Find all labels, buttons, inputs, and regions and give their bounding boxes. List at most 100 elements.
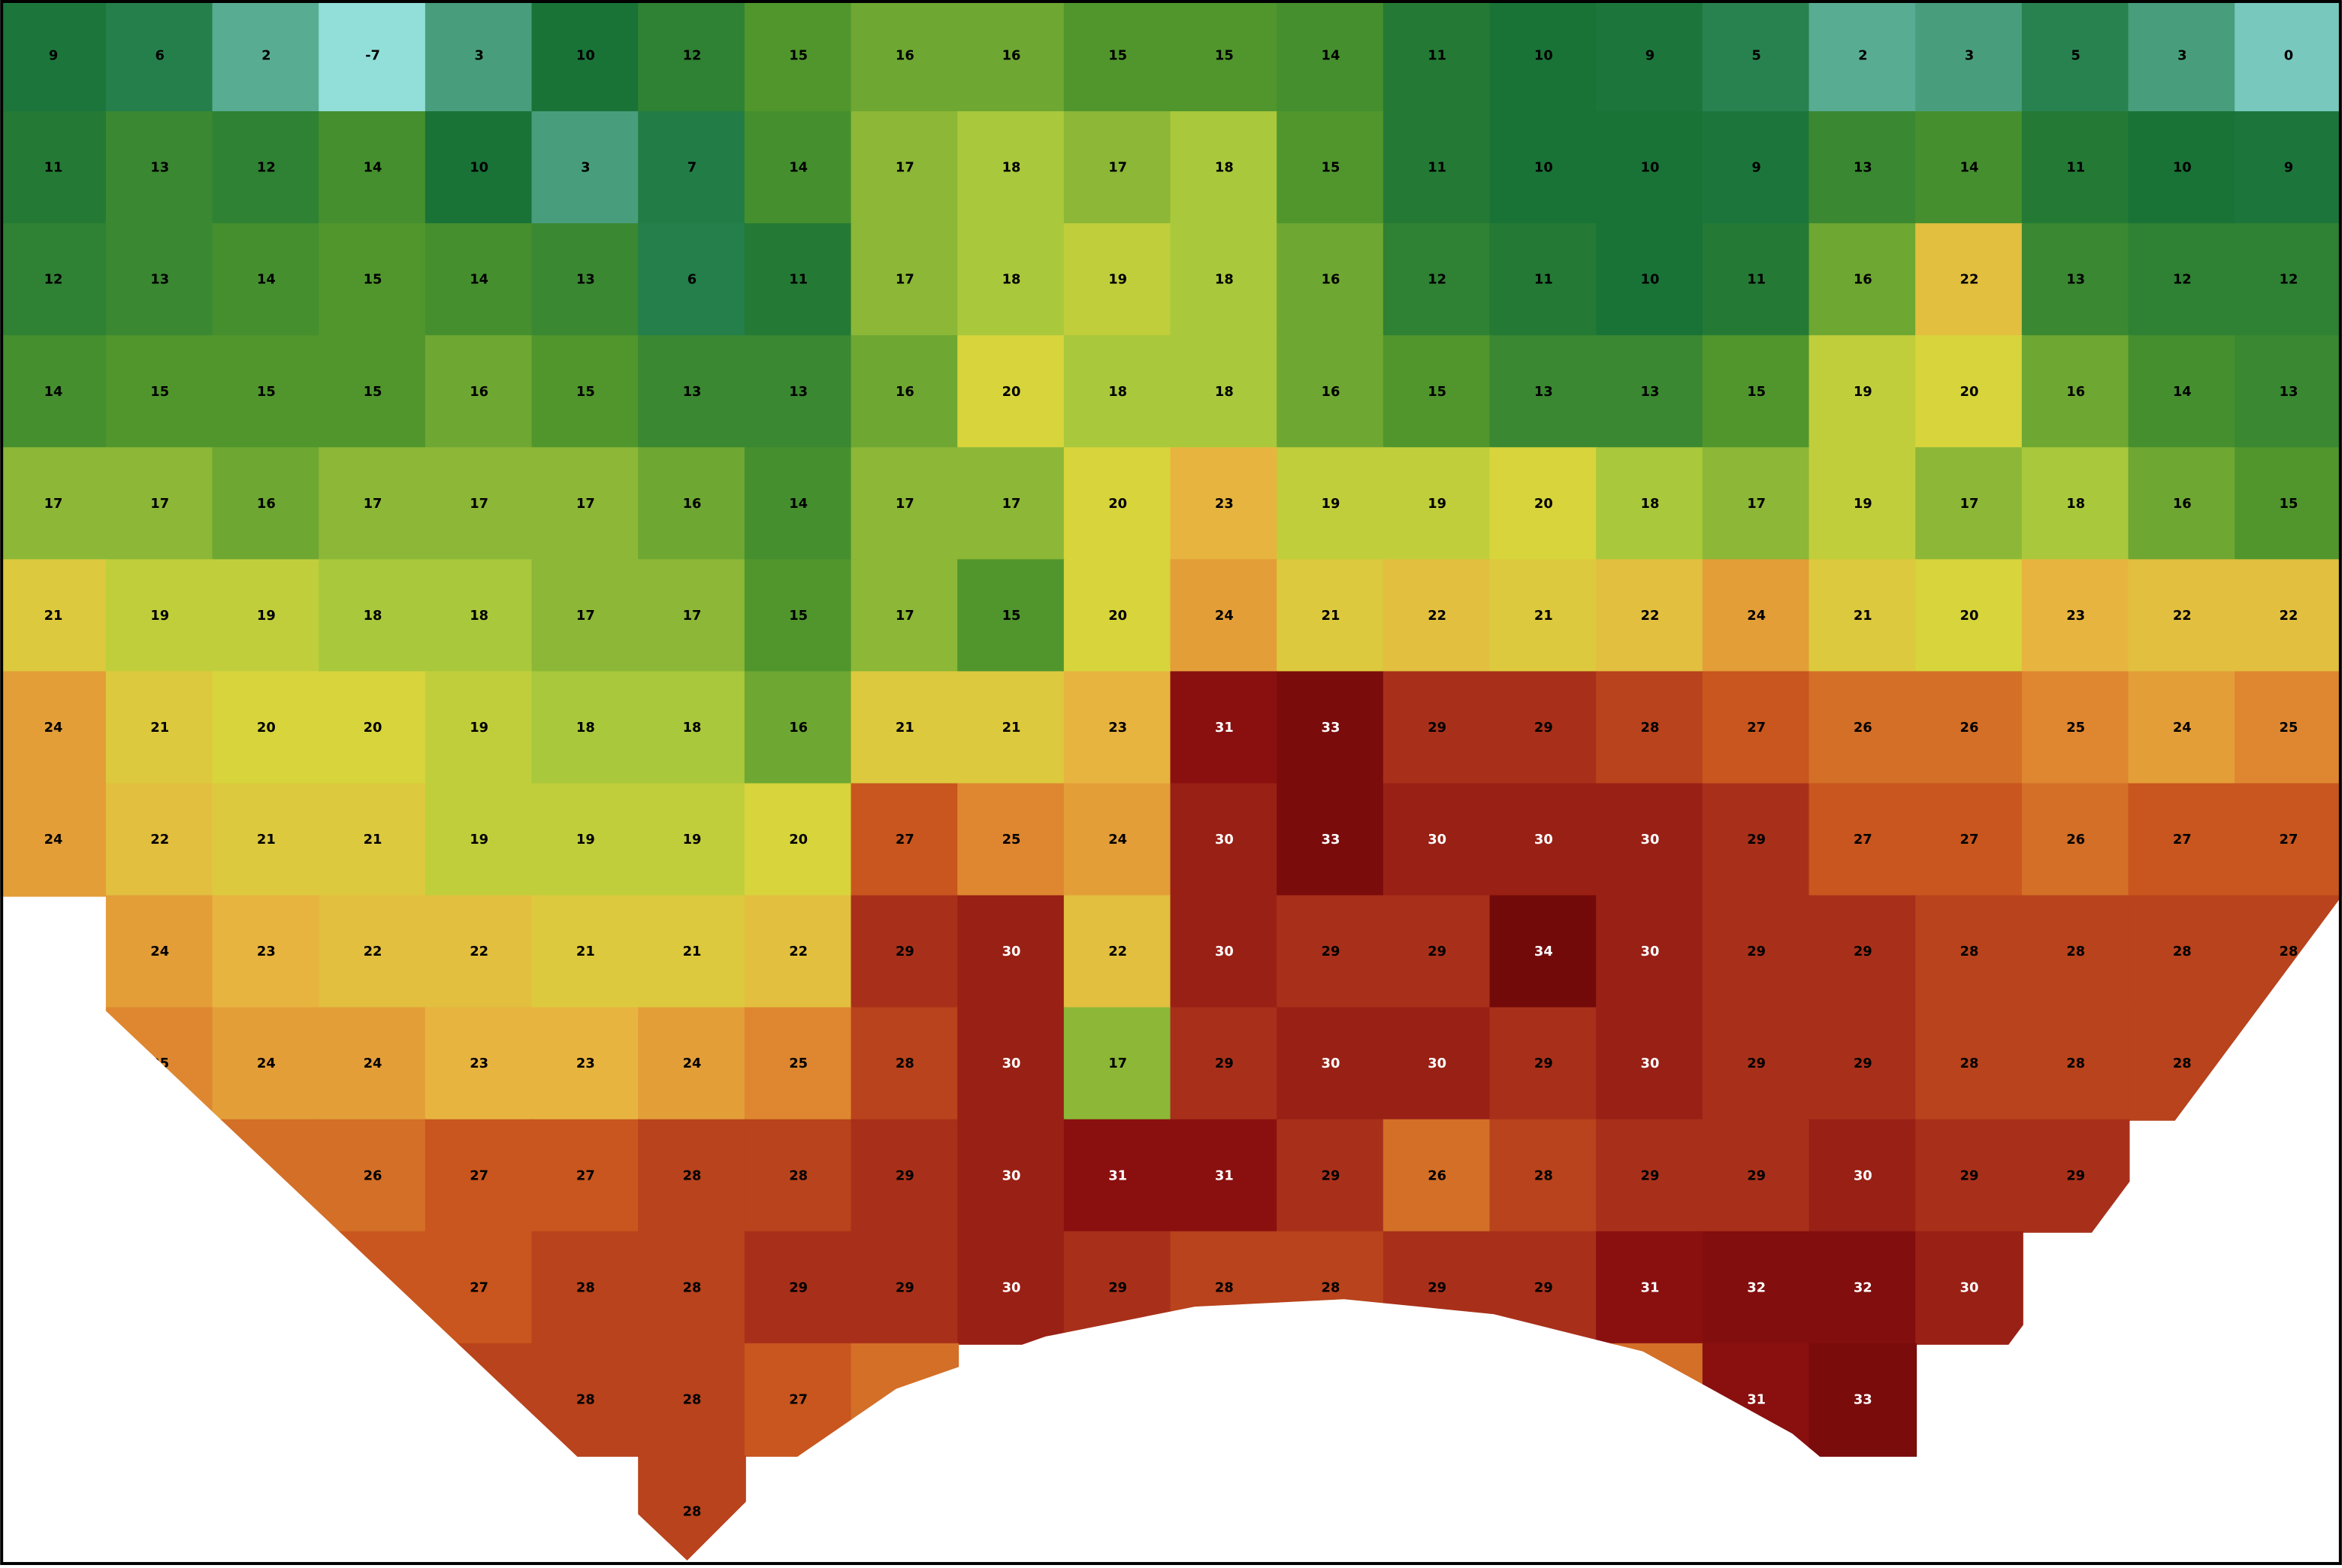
temperature-label: 22 xyxy=(1960,272,1979,288)
temperature-cell xyxy=(2128,0,2237,113)
temperature-label: 29 xyxy=(1641,1168,1660,1183)
temperature-cell xyxy=(1596,335,1704,449)
temperature-cell xyxy=(1170,1119,1279,1233)
temperature-cell xyxy=(1596,1119,1704,1233)
temperature-label: 30 xyxy=(1215,832,1234,847)
temperature-label: 10 xyxy=(1641,272,1660,288)
temperature-cell xyxy=(105,671,214,785)
temperature-cell xyxy=(319,895,427,1009)
temperature-label: 17 xyxy=(896,272,914,288)
temperature-label: 21 xyxy=(1854,608,1872,624)
temperature-label: 9 xyxy=(49,48,58,64)
temperature-cell xyxy=(212,783,321,897)
temperature-cell xyxy=(638,895,746,1009)
temperature-label: 29 xyxy=(1960,1168,1979,1183)
temperature-label: 19 xyxy=(257,608,276,624)
temperature-cell xyxy=(851,559,959,673)
temperature-cell xyxy=(1809,335,1917,449)
temperature-cell xyxy=(1063,335,1172,449)
temperature-label: 29 xyxy=(2066,1168,2085,1183)
temperature-cell xyxy=(319,671,427,785)
temperature-label: 19 xyxy=(1854,496,1872,512)
temperature-label: 13 xyxy=(576,272,595,288)
temperature-label: 21 xyxy=(1534,608,1553,624)
temperature-label: 31 xyxy=(1215,1168,1234,1183)
temperature-cell xyxy=(638,1007,746,1121)
temperature-cell xyxy=(1170,447,1279,561)
temperature-cell xyxy=(957,1007,1065,1121)
temperature-cell xyxy=(1809,559,1917,673)
temperature-cell xyxy=(319,335,427,449)
temperature-cell xyxy=(2021,1007,2130,1121)
temperature-label: 27 xyxy=(470,1279,488,1295)
temperature-label: 13 xyxy=(2066,272,2085,288)
temperature-cell xyxy=(1915,111,2023,225)
temperature-cell xyxy=(1596,1231,1704,1345)
temperature-cell xyxy=(1702,447,1811,561)
temperature-label: 29 xyxy=(1428,1279,1446,1295)
temperature-cell xyxy=(957,1119,1065,1233)
temperature-label: 20 xyxy=(257,720,276,736)
temperature-cell xyxy=(212,1007,321,1121)
temperature-cell xyxy=(638,559,746,673)
temperature-label: 17 xyxy=(150,496,169,512)
temperature-cell xyxy=(744,895,853,1009)
temperature-cell xyxy=(105,0,214,113)
temperature-label: 19 xyxy=(1322,496,1340,512)
temperature-label: 22 xyxy=(470,944,488,959)
temperature-label: 15 xyxy=(257,384,276,400)
temperature-label: 17 xyxy=(1002,496,1021,512)
temperature-cell xyxy=(2021,223,2130,337)
temperature-cell xyxy=(105,111,214,225)
temperature-cell xyxy=(1277,223,1385,337)
temperature-cell xyxy=(957,895,1065,1009)
temperature-label: 34 xyxy=(1534,944,1553,959)
temperature-label: 9 xyxy=(2284,160,2293,176)
temperature-label: 16 xyxy=(1322,272,1340,288)
temperature-cell xyxy=(531,447,640,561)
temperature-label: 13 xyxy=(1641,384,1660,400)
temperature-label: 14 xyxy=(257,272,276,288)
temperature-cell xyxy=(425,1007,533,1121)
temperature-label: 10 xyxy=(1641,160,1660,176)
temperature-label: 16 xyxy=(2066,384,2085,400)
temperature-label: 11 xyxy=(789,272,808,288)
temperature-cell xyxy=(319,223,427,337)
temperature-label: 24 xyxy=(44,720,63,736)
temperature-label: 14 xyxy=(364,160,382,176)
temperature-cell xyxy=(531,895,640,1009)
temperature-label: 23 xyxy=(576,1056,595,1071)
temperature-label: 19 xyxy=(576,832,595,847)
temperature-label: 24 xyxy=(1215,608,1234,624)
temperature-label: 20 xyxy=(1108,608,1127,624)
temperature-label: 28 xyxy=(683,1279,702,1295)
temperature-cell xyxy=(638,335,746,449)
temperature-cell xyxy=(1383,447,1491,561)
temperature-label: 17 xyxy=(364,496,382,512)
temperature-label: 18 xyxy=(470,608,488,624)
temperature-cell xyxy=(531,335,640,449)
temperature-label: 21 xyxy=(576,944,595,959)
temperature-label: 24 xyxy=(1747,608,1766,624)
temperature-cell xyxy=(1809,1231,1917,1345)
temperature-cell xyxy=(531,671,640,785)
temperature-cell xyxy=(1170,223,1279,337)
temperature-label: 28 xyxy=(2280,944,2298,959)
temperature-label: 33 xyxy=(1322,720,1340,736)
temperature-cell xyxy=(2235,223,2342,337)
temperature-cell xyxy=(744,447,853,561)
temperature-label: 22 xyxy=(2173,608,2192,624)
temperature-cell xyxy=(1063,0,1172,113)
temperature-cell xyxy=(1170,671,1279,785)
temperature-cell xyxy=(1063,783,1172,897)
temperature-label: 15 xyxy=(364,272,382,288)
temperature-cell xyxy=(1702,895,1811,1009)
temperature-label: 29 xyxy=(1215,1056,1234,1071)
temperature-label: 13 xyxy=(150,272,169,288)
temperature-cell xyxy=(212,223,321,337)
temperature-cell xyxy=(1702,1119,1811,1233)
temperature-cell xyxy=(2128,671,2237,785)
temperature-cell xyxy=(212,111,321,225)
temperature-cell xyxy=(1702,335,1811,449)
